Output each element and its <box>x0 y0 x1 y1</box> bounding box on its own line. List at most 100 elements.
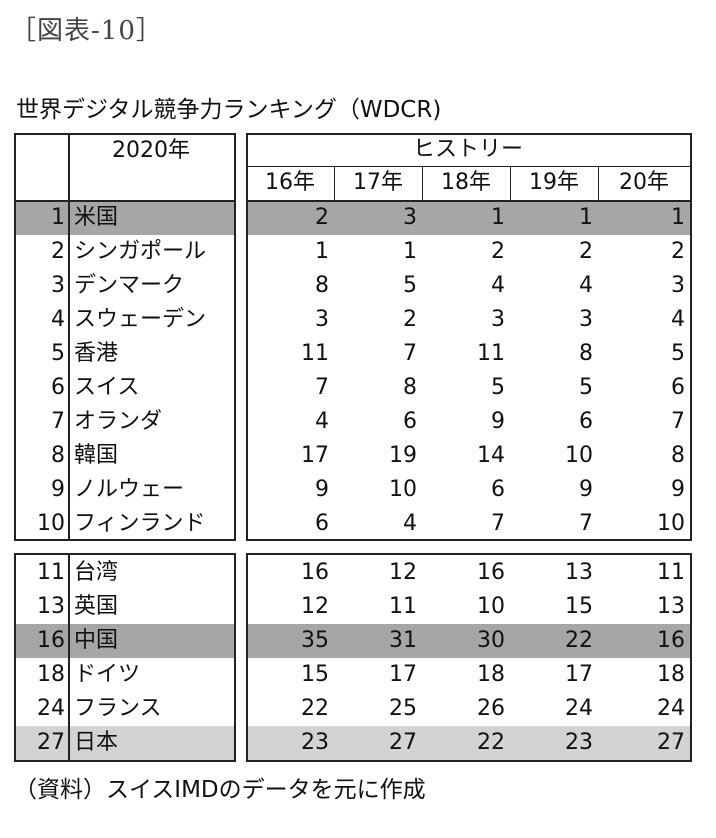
value-cell: 27 <box>657 730 685 755</box>
value-cell: 9 <box>491 409 505 434</box>
country-cell: 韓国 <box>74 443 119 468</box>
value-cell: 10 <box>565 443 593 468</box>
value-cell: 31 <box>389 628 417 653</box>
value-cell: 10 <box>389 477 417 502</box>
rank-cell: 5 <box>51 341 65 366</box>
grid-hline <box>14 133 234 135</box>
rank-cell: 11 <box>37 560 65 585</box>
value-cell: 11 <box>657 560 685 585</box>
value-cell: 3 <box>403 205 417 230</box>
value-cell: 30 <box>477 628 505 653</box>
figure-label: ［図表-10］ <box>10 16 163 46</box>
grid-vline <box>234 553 236 762</box>
value-cell: 4 <box>491 273 505 298</box>
value-cell: 17 <box>565 662 593 687</box>
year-col-header: 20年 <box>619 170 669 195</box>
value-cell: 3 <box>671 273 685 298</box>
rank-cell: 10 <box>37 511 65 536</box>
value-cell: 8 <box>579 341 593 366</box>
value-cell: 6 <box>671 375 685 400</box>
rank-cell: 4 <box>51 307 65 332</box>
value-cell: 16 <box>657 628 685 653</box>
country-cell: 英国 <box>74 594 119 619</box>
value-cell: 22 <box>301 696 329 721</box>
year-col-header: 17年 <box>353 170 403 195</box>
value-cell: 4 <box>671 307 685 332</box>
grid-hline <box>14 553 234 555</box>
value-cell: 9 <box>315 477 329 502</box>
value-cell: 12 <box>389 560 417 585</box>
value-cell: 25 <box>389 696 417 721</box>
value-cell: 5 <box>491 375 505 400</box>
value-cell: 5 <box>579 375 593 400</box>
value-cell: 7 <box>671 409 685 434</box>
value-cell: 11 <box>477 341 505 366</box>
grid-hline <box>246 553 690 555</box>
rank-cell: 24 <box>37 696 65 721</box>
value-cell: 18 <box>477 662 505 687</box>
country-cell: 香港 <box>74 341 119 366</box>
country-cell: デンマーク <box>74 273 185 298</box>
value-cell: 5 <box>671 341 685 366</box>
value-cell: 13 <box>657 594 685 619</box>
value-cell: 4 <box>579 273 593 298</box>
value-cell: 9 <box>579 477 593 502</box>
rank-cell: 6 <box>51 375 65 400</box>
grid-vline <box>68 553 70 762</box>
rank-cell: 7 <box>51 409 65 434</box>
year-header: 2020年 <box>112 138 190 163</box>
value-cell: 26 <box>477 696 505 721</box>
value-cell: 35 <box>301 628 329 653</box>
rank-cell: 1 <box>51 205 65 230</box>
country-cell: スイス <box>74 375 140 400</box>
value-cell: 11 <box>301 341 329 366</box>
value-cell: 23 <box>565 730 593 755</box>
value-cell: 13 <box>565 560 593 585</box>
country-cell: 日本 <box>74 730 119 755</box>
value-cell: 8 <box>315 273 329 298</box>
value-cell: 11 <box>389 594 417 619</box>
value-cell: 4 <box>403 511 417 536</box>
grid-vline <box>690 553 692 762</box>
year-col-header: 19年 <box>529 170 579 195</box>
grid-vline <box>68 133 70 541</box>
value-cell: 22 <box>565 628 593 653</box>
value-cell: 16 <box>477 560 505 585</box>
value-cell: 1 <box>315 239 329 264</box>
year-col-header: 16年 <box>265 170 315 195</box>
history-header: ヒストリー <box>412 137 523 162</box>
value-cell: 1 <box>579 205 593 230</box>
value-cell: 14 <box>477 443 505 468</box>
value-cell: 15 <box>301 662 329 687</box>
value-cell: 2 <box>491 239 505 264</box>
value-cell: 7 <box>579 511 593 536</box>
value-cell: 5 <box>403 273 417 298</box>
country-cell: 米国 <box>74 205 119 230</box>
value-cell: 1 <box>671 205 685 230</box>
value-cell: 7 <box>315 375 329 400</box>
value-cell: 8 <box>671 443 685 468</box>
value-cell: 17 <box>389 662 417 687</box>
value-cell: 3 <box>491 307 505 332</box>
rank-cell: 9 <box>51 477 65 502</box>
rank-cell: 27 <box>37 730 65 755</box>
country-cell: シンガポール <box>74 239 207 264</box>
value-cell: 2 <box>403 307 417 332</box>
value-cell: 22 <box>477 730 505 755</box>
grid-vline <box>690 133 692 541</box>
value-cell: 23 <box>301 730 329 755</box>
rank-cell: 2 <box>51 239 65 264</box>
country-cell: 中国 <box>74 628 119 653</box>
grid-hline <box>246 760 690 762</box>
year-col-header: 18年 <box>441 170 491 195</box>
value-cell: 27 <box>389 730 417 755</box>
value-cell: 24 <box>657 696 685 721</box>
grid-vline <box>234 133 236 541</box>
country-cell: フィンランド <box>74 511 206 536</box>
value-cell: 2 <box>579 239 593 264</box>
rank-cell: 18 <box>37 662 65 687</box>
rank-cell: 8 <box>51 443 65 468</box>
value-cell: 12 <box>301 594 329 619</box>
value-cell: 10 <box>657 511 685 536</box>
value-cell: 19 <box>389 443 417 468</box>
